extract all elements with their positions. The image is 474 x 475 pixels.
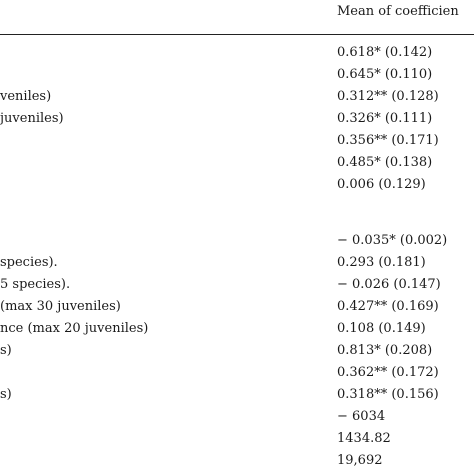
row-label: species). [0,255,58,270]
row-label: veniles) [0,89,52,104]
row-value: 0.618* (0.142) [337,45,433,60]
row-value: 0.326* (0.111) [337,111,433,126]
table-row: species). 0.293 (0.181) [0,255,474,277]
row-value: 0.485* (0.138) [337,155,433,170]
row-value: 0.645* (0.110) [337,67,433,82]
row-value: 0.427** (0.169) [337,299,439,314]
row-label: (max 30 juveniles) [0,299,121,314]
row-value: 0.293 (0.181) [337,255,426,270]
row-value: − 0.035* (0.002) [337,233,448,248]
table-row: 0.006 (0.129) [0,177,474,199]
row-value: 19,692 [337,453,383,468]
row-value: 0.318** (0.156) [337,387,439,402]
row-value: 0.362** (0.172) [337,365,439,380]
row-label: nce (max 20 juveniles) [0,321,149,336]
row-label: juveniles) [0,111,64,126]
table-row: s) 0.318** (0.156) [0,387,474,409]
row-value: 0.108 (0.149) [337,321,426,336]
table-row: − 6034 [0,409,474,431]
header-rule [0,34,474,35]
table-row: 0.645* (0.110) [0,67,474,89]
table-row: 0.618* (0.142) [0,45,474,67]
row-value: 0.356** (0.171) [337,133,439,148]
table-row: − 0.035* (0.002) [0,233,474,255]
table-row: 0.485* (0.138) [0,155,474,177]
table-row: 19,692 [0,453,474,475]
row-label: s) [0,387,12,402]
table-row: 0.356** (0.171) [0,133,474,155]
row-value: 0.813* (0.208) [337,343,433,358]
table-row: 1434.82 [0,431,474,453]
table-row: nce (max 20 juveniles) 0.108 (0.149) [0,321,474,343]
column-header-mean-of-coefficient: Mean of coefficien [337,4,459,19]
table-row: juveniles) 0.326* (0.111) [0,111,474,133]
row-value: − 0.026 (0.147) [337,277,441,292]
row-label: s) [0,343,12,358]
table-row: 0.362** (0.172) [0,365,474,387]
table-row: s) 0.813* (0.208) [0,343,474,365]
row-value: 0.006 (0.129) [337,177,426,192]
row-value: − 6034 [337,409,386,424]
table-row: (max 30 juveniles) 0.427** (0.169) [0,299,474,321]
table-row: 5 species). − 0.026 (0.147) [0,277,474,299]
table-row: veniles) 0.312** (0.128) [0,89,474,111]
row-value: 1434.82 [337,431,391,446]
row-label: 5 species). [0,277,71,292]
row-value: 0.312** (0.128) [337,89,439,104]
